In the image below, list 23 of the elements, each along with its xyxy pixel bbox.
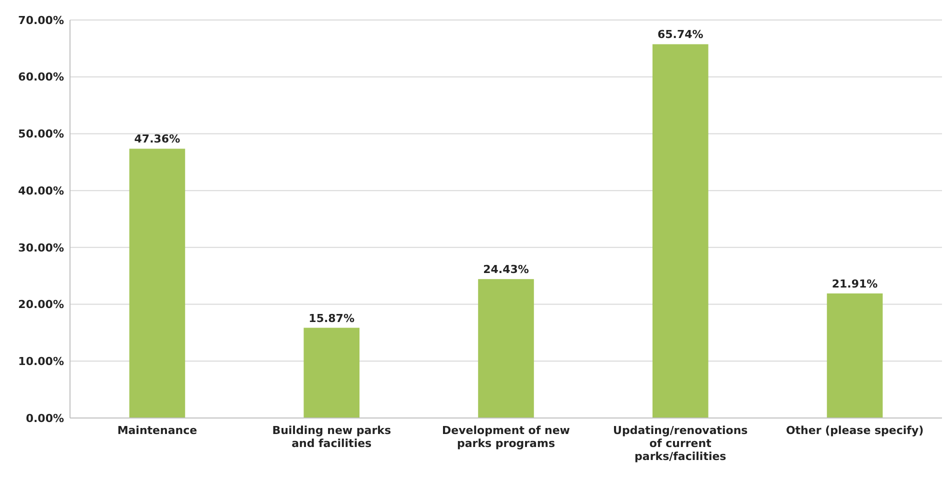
x-tick-label: Other (please specify) xyxy=(786,424,924,437)
x-tick-label: Development of new parks programs xyxy=(442,424,570,450)
y-tick-label: 0.00% xyxy=(26,412,64,425)
data-label: 65.74% xyxy=(657,28,704,42)
bar xyxy=(478,279,534,418)
bar xyxy=(826,293,883,418)
bar xyxy=(652,44,708,418)
bar xyxy=(129,148,186,418)
bar xyxy=(304,328,360,418)
x-tick-label: Maintenance xyxy=(117,424,198,437)
y-tick-label: 60.00% xyxy=(18,70,64,84)
y-tick-label: 10.00% xyxy=(18,354,64,368)
x-tick-label: Building new parks and facilities xyxy=(272,424,392,450)
data-label: 47.36% xyxy=(134,132,180,146)
x-tick-label: Updating/renovations of current parks/facilities xyxy=(613,424,748,463)
y-tick-label: 70.00% xyxy=(18,14,64,27)
data-label: 24.43% xyxy=(483,263,529,276)
data-label: 21.91% xyxy=(832,277,878,290)
y-tick-label: 50.00% xyxy=(18,128,64,141)
y-tick-label: 30.00% xyxy=(18,241,64,254)
y-tick-label: 20.00% xyxy=(18,298,64,312)
y-tick-label: 40.00% xyxy=(18,184,64,198)
data-label: 15.87% xyxy=(308,312,355,325)
